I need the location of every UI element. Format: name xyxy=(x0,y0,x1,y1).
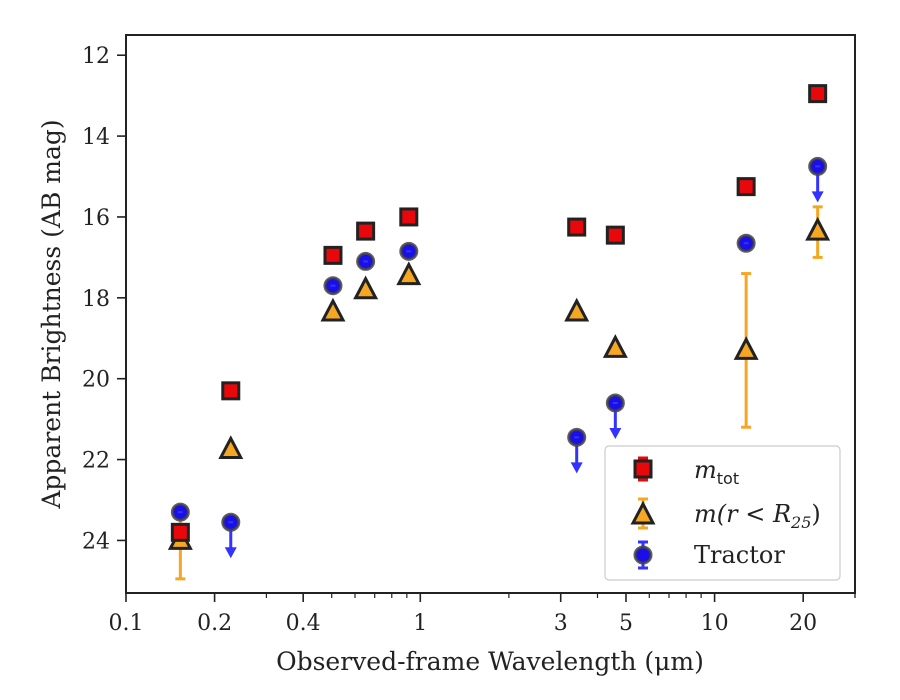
m-tot-point xyxy=(808,84,828,104)
legend-label-m-tot: mtot xyxy=(694,456,739,488)
x-tick-label: 3 xyxy=(554,611,568,636)
y-tick-label: 20 xyxy=(82,368,110,393)
y-tick-label: 12 xyxy=(82,44,110,69)
tractor-upper-limit-arrow-head xyxy=(224,547,237,559)
x-tick-label: 20 xyxy=(789,611,817,636)
x-tick-label: 1 xyxy=(413,611,427,636)
m-r25-point xyxy=(396,261,422,286)
m-tot-point xyxy=(323,245,343,265)
legend-marker-tractor xyxy=(633,540,653,570)
tractor-upper-limit-arrow-head xyxy=(609,427,622,439)
legend-label-tractor: Tractor xyxy=(694,541,785,569)
x-tick-label: 10 xyxy=(701,611,729,636)
m-r25-point xyxy=(353,275,379,300)
tractor-upper-limit-arrow-head xyxy=(570,462,583,474)
legend-item-m-tot: mtot xyxy=(633,456,739,488)
y-tick-label: 22 xyxy=(82,449,110,474)
plot-marks xyxy=(167,84,831,581)
x-axis: 0.1 0.2 0.4 1 3 5 10 20 xyxy=(109,593,856,636)
legend-box xyxy=(604,445,841,581)
m-r25-point xyxy=(320,297,346,322)
m-r25-point xyxy=(733,336,759,360)
m-r25-point xyxy=(805,216,831,241)
legend-label-m-r25: m(r < R25) xyxy=(694,500,821,532)
m-tot-point xyxy=(170,522,190,542)
tractor-upper-limit-arrow-head xyxy=(811,191,824,203)
m-tot-point xyxy=(399,207,419,227)
y-tick-label: 24 xyxy=(82,529,110,554)
x-tick-label: 0.4 xyxy=(286,611,321,636)
legend: mtot m(r < R25) Tractor xyxy=(604,445,841,581)
legend-m-r25-triangle xyxy=(630,500,656,525)
x-axis-label: Observed-frame Wavelength (μm) xyxy=(276,647,704,676)
x-tick-label: 0.2 xyxy=(197,611,232,636)
m-tot-point xyxy=(567,217,587,237)
y-tick-label: 14 xyxy=(82,125,110,150)
m-tot-point xyxy=(605,225,625,245)
legend-marker-m-r25 xyxy=(630,497,656,530)
m-r25-point xyxy=(218,435,244,459)
y-axis-label: Apparent Brightness (AB mag) xyxy=(37,119,66,509)
x-tick-label: 5 xyxy=(619,611,633,636)
legend-item-m-r25: m(r < R25) xyxy=(630,497,821,532)
y-tick-label: 18 xyxy=(82,287,110,312)
x-tick-label: 0.1 xyxy=(109,611,144,636)
y-tick-label: 16 xyxy=(82,206,110,231)
m-r25-point xyxy=(564,297,590,322)
legend-m-tot-square xyxy=(633,459,653,479)
legend-marker-m-tot xyxy=(633,456,653,482)
plot-frame xyxy=(125,34,856,594)
m-r25-point xyxy=(602,334,628,358)
m-tot-point xyxy=(221,381,241,401)
legend-tractor-circle xyxy=(633,545,653,565)
m-tot-point xyxy=(736,177,756,197)
y-axis: 12 14 16 18 20 22 24 xyxy=(82,44,126,554)
legend-item-tractor: Tractor xyxy=(633,540,785,570)
m-tot-point xyxy=(356,221,376,241)
